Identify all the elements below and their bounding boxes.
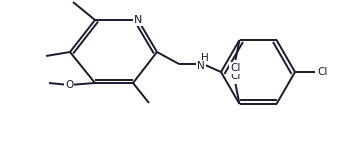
Text: H: H: [201, 53, 209, 63]
Text: Cl: Cl: [230, 71, 241, 81]
Text: Cl: Cl: [230, 63, 241, 73]
Text: N: N: [197, 61, 205, 71]
Text: N: N: [134, 15, 142, 25]
Text: O: O: [65, 80, 73, 90]
Text: Cl: Cl: [318, 67, 328, 77]
